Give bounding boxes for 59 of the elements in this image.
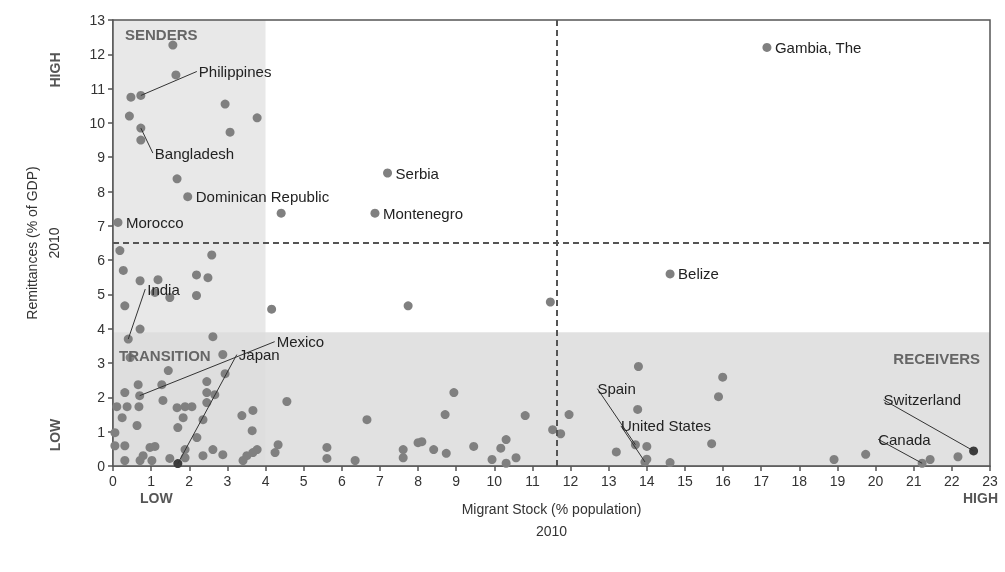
y-tick-label: 7	[97, 217, 106, 234]
x-axis-title: Migrant Stock (% population) 2010	[461, 501, 642, 539]
annotation: Spain	[597, 380, 636, 398]
y-tick-label: 13	[89, 12, 106, 28]
x-tick-label: 13	[600, 473, 617, 489]
x-tick-label: 12	[562, 473, 579, 489]
x-tick-label: 9	[452, 473, 461, 489]
y-tick-label: 12	[89, 46, 106, 63]
y-tick-label: 10	[89, 114, 106, 131]
x-tick-label: 6	[337, 473, 346, 489]
x-tick-label: 20	[867, 473, 884, 489]
y-tick-label: 3	[97, 355, 106, 372]
y-tick-label: 8	[97, 183, 106, 200]
annotation: Morocco	[125, 213, 184, 231]
x-tick-label: 16	[715, 473, 732, 489]
annotation: Switzerland	[883, 391, 962, 409]
x-tick-label: 10	[486, 473, 503, 489]
y-tick-label: 0	[97, 458, 106, 474]
x-tick-label: 21	[905, 473, 922, 489]
text: LOW	[140, 490, 174, 506]
x-tick-label: 11	[525, 473, 540, 489]
text: LOW	[47, 417, 63, 452]
y-tick-label: 2	[97, 389, 106, 406]
y-tick-label: 5	[97, 286, 106, 303]
x-tick-label: 7	[376, 473, 385, 489]
band-label: RECEIVERS	[893, 349, 980, 367]
y-tick-label: 11	[90, 80, 106, 97]
y-tick-label: 6	[97, 252, 106, 269]
annotation: Bangladesh	[154, 144, 235, 162]
x-tick-label: 19	[829, 473, 846, 489]
x-tick-label: 15	[677, 473, 693, 489]
x-tick-label: 3	[223, 473, 232, 489]
x-tick-label: 8	[414, 473, 423, 489]
annotation: Canada	[878, 430, 932, 448]
x-tick-label: 18	[791, 473, 808, 489]
x-tick-label: 22	[944, 473, 960, 489]
annotation: Philippines	[198, 62, 272, 80]
annotation: Serbia	[395, 164, 440, 182]
x-tick-label: 0	[109, 473, 118, 489]
annotation: India	[147, 280, 181, 298]
y-tick-label: 9	[97, 149, 106, 166]
x-tick-label: 2	[185, 473, 194, 489]
annotation: Dominican Republic	[195, 188, 330, 206]
x-tick-label: 23	[982, 473, 998, 489]
x-tick-label: 1	[147, 473, 156, 489]
y-axis-title: Remittances (% of GDP) 2010	[24, 166, 62, 320]
y-tick-label: 4	[97, 320, 106, 337]
x-tick-label: 5	[299, 473, 308, 489]
text: HIGH	[47, 52, 63, 88]
annotation: Gambia, The	[774, 38, 862, 56]
text: HIGH	[963, 490, 998, 506]
x-tick-label: 14	[639, 473, 655, 489]
annotation: Belize	[678, 265, 719, 283]
band-label: SENDERS	[125, 25, 198, 43]
x-tick-label: 17	[753, 473, 770, 489]
y-tick-label: 1	[97, 423, 106, 440]
annotation: United States	[620, 417, 711, 435]
x-tick-label: 4	[261, 473, 270, 489]
annotation: Montenegro	[382, 204, 464, 222]
